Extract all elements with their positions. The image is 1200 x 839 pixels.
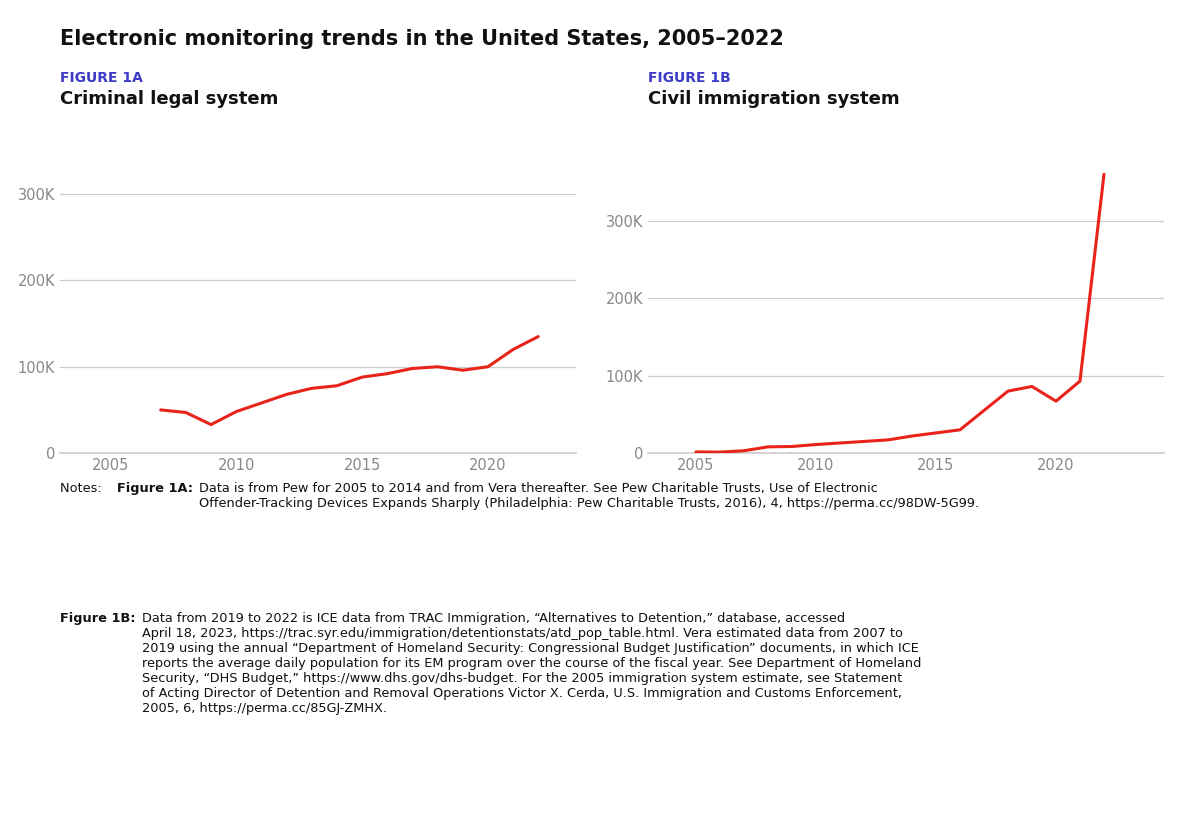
Text: FIGURE 1B: FIGURE 1B — [648, 71, 731, 86]
Text: FIGURE 1A: FIGURE 1A — [60, 71, 143, 86]
Text: Figure 1A:: Figure 1A: — [118, 482, 193, 495]
Text: Figure 1B:: Figure 1B: — [60, 612, 136, 625]
Text: Electronic monitoring trends in the United States, 2005–2022: Electronic monitoring trends in the Unit… — [60, 29, 784, 50]
Text: Data from 2019 to 2022 is ICE data from TRAC Immigration, “Alternatives to Deten: Data from 2019 to 2022 is ICE data from … — [142, 612, 922, 715]
Text: Criminal legal system: Criminal legal system — [60, 90, 278, 107]
Text: Notes:: Notes: — [60, 482, 106, 495]
Text: Civil immigration system: Civil immigration system — [648, 90, 900, 107]
Text: Data is from Pew for 2005 to 2014 and from Vera thereafter. See Pew Charitable T: Data is from Pew for 2005 to 2014 and fr… — [199, 482, 979, 510]
